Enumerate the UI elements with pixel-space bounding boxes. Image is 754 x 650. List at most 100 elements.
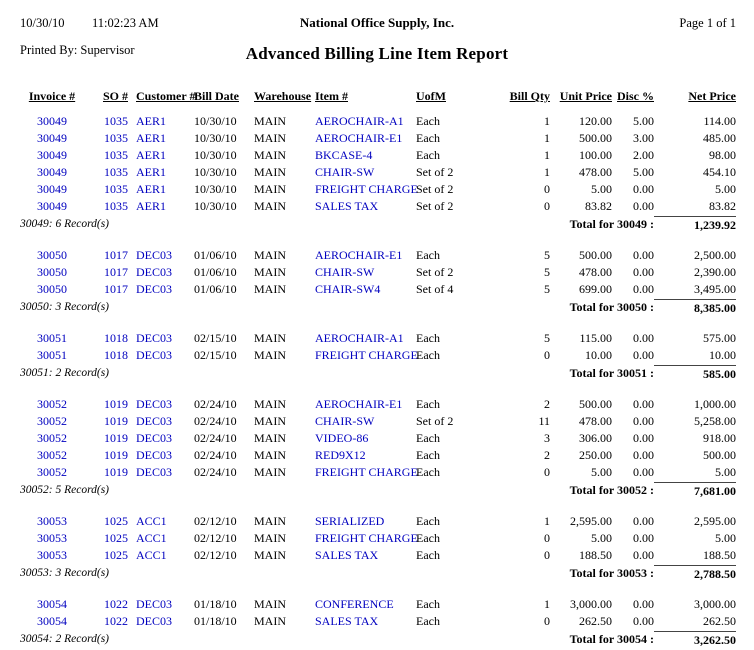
cell-customer-number: DEC03 — [136, 265, 172, 279]
cell-invoice-number: 30050 — [37, 265, 67, 279]
cell-net-price: 262.50 — [703, 614, 736, 628]
cell-invoice-number: 30053 — [37, 514, 67, 528]
cell-customer-number: DEC03 — [136, 597, 172, 611]
cell-warehouse: MAIN — [254, 182, 286, 196]
group-total-label: Total for 30049 : — [569, 217, 654, 231]
cell-net-price: 575.00 — [703, 331, 736, 345]
cell-invoice-number: 30052 — [37, 448, 67, 462]
cell-so-number: 1025 — [104, 514, 128, 528]
cell-uofm: Set of 4 — [416, 282, 454, 296]
invoice-group: 30054 1022 DEC03 01/18/10 MAIN CONFERENCE Each… — [0, 596, 754, 649]
cell-uofm: Each — [416, 131, 440, 145]
cell-so-number: 1035 — [104, 148, 128, 162]
cell-disc-percent: 0.00 — [633, 431, 654, 445]
cell-invoice-number: 30054 — [37, 597, 67, 611]
cell-unit-price: 5.00 — [591, 531, 612, 545]
cell-disc-percent: 0.00 — [633, 199, 654, 213]
cell-warehouse: MAIN — [254, 165, 286, 179]
report-subheader: Printed By: Supervisor Advanced Billing … — [0, 34, 754, 72]
column-header-so-number: SO # — [102, 89, 128, 103]
group-footer-row: 30051: 2 Record(s) Total for 30051 :585.0… — [0, 365, 754, 383]
cell-customer-number: DEC03 — [136, 414, 172, 428]
cell-bill-qty: 1 — [544, 114, 550, 128]
cell-bill-qty: 11 — [538, 414, 550, 428]
cell-item-number: AEROCHAIR-E1 — [315, 397, 403, 411]
cell-bill-qty: 0 — [544, 182, 550, 196]
group-footer-row: 30049: 6 Record(s) Total for 30049 :1,239… — [0, 216, 754, 234]
cell-bill-qty: 2 — [544, 448, 550, 462]
cell-warehouse: MAIN — [254, 548, 286, 562]
column-header-customer-number: Customer # — [136, 89, 196, 103]
cell-uofm: Each — [416, 348, 440, 362]
cell-customer-number: DEC03 — [136, 248, 172, 262]
cell-warehouse: MAIN — [254, 248, 286, 262]
cell-disc-percent: 0.00 — [633, 348, 654, 362]
cell-disc-percent: 0.00 — [633, 414, 654, 428]
cell-invoice-number: 30049 — [37, 114, 67, 128]
cell-disc-percent: 0.00 — [633, 514, 654, 528]
line-item-row: 30050 1017 DEC03 01/06/10 MAIN AEROCHAIR-E1 Ea… — [0, 247, 754, 264]
group-record-count: 30049: 6 Record(s) — [20, 218, 109, 230]
cell-invoice-number: 30049 — [37, 148, 67, 162]
cell-uofm: Set of 2 — [416, 199, 454, 213]
line-item-row: 30053 1025 ACC1 02/12/10 MAIN SERIALIZED Each 1… — [0, 513, 754, 530]
group-record-count: 30052: 5 Record(s) — [20, 484, 109, 496]
cell-disc-percent: 0.00 — [633, 282, 654, 296]
cell-customer-number: DEC03 — [136, 465, 172, 479]
cell-unit-price: 262.50 — [579, 614, 612, 628]
cell-item-number: AEROCHAIR-E1 — [315, 131, 403, 145]
cell-unit-price: 2,595.00 — [570, 514, 612, 528]
cell-customer-number: ACC1 — [136, 548, 167, 562]
cell-uofm: Each — [416, 431, 440, 445]
cell-bill-qty: 0 — [544, 348, 550, 362]
line-item-row: 30050 1017 DEC03 01/06/10 MAIN CHAIR-SW4 Set o… — [0, 281, 754, 298]
cell-bill-date: 10/30/10 — [194, 131, 237, 145]
group-record-count: 30054: 2 Record(s) — [20, 633, 109, 645]
cell-invoice-number: 30051 — [37, 348, 67, 362]
column-header-disc-percent: Disc % — [617, 89, 654, 103]
cell-bill-qty: 3 — [544, 431, 550, 445]
cell-bill-date: 10/30/10 — [194, 114, 237, 128]
cell-bill-date: 02/24/10 — [194, 448, 237, 462]
group-footer-row: 30053: 3 Record(s) Total for 30053 :2,788… — [0, 565, 754, 583]
cell-uofm: Set of 2 — [416, 265, 454, 279]
cell-so-number: 1025 — [104, 548, 128, 562]
cell-invoice-number: 30052 — [37, 465, 67, 479]
cell-unit-price: 306.00 — [579, 431, 612, 445]
cell-so-number: 1018 — [104, 348, 128, 362]
line-item-row: 30051 1018 DEC03 02/15/10 MAIN AEROCHAIR-A1 Ea… — [0, 330, 754, 347]
company-name: National Office Supply, Inc. — [299, 15, 455, 30]
cell-bill-date: 01/06/10 — [194, 265, 237, 279]
cell-warehouse: MAIN — [254, 614, 286, 628]
report-title: Advanced Billing Line Item Report — [245, 44, 509, 63]
line-item-row: 30053 1025 ACC1 02/12/10 MAIN SALES TAX Each 0 1… — [0, 547, 754, 564]
cell-so-number: 1019 — [104, 448, 128, 462]
cell-customer-number: AER1 — [136, 131, 166, 145]
cell-so-number: 1025 — [104, 531, 128, 545]
cell-disc-percent: 2.00 — [633, 148, 654, 162]
report-date: 10/30/10 — [20, 16, 65, 30]
invoice-group: 30050 1017 DEC03 01/06/10 MAIN AEROCHAIR-E1 Ea… — [0, 247, 754, 317]
cell-bill-date: 02/24/10 — [194, 414, 237, 428]
line-item-row: 30052 1019 DEC03 02/24/10 MAIN CHAIR-SW Set of… — [0, 413, 754, 430]
cell-uofm: Each — [416, 465, 440, 479]
cell-warehouse: MAIN — [254, 465, 286, 479]
cell-warehouse: MAIN — [254, 448, 286, 462]
cell-uofm: Set of 2 — [416, 182, 454, 196]
cell-disc-percent: 3.00 — [633, 131, 654, 145]
cell-bill-qty: 0 — [544, 548, 550, 562]
line-item-row: 30049 1035 AER1 10/30/10 MAIN AEROCHAIR-A1 Eac… — [0, 113, 754, 130]
cell-item-number: FREIGHT CHARGE — [315, 182, 418, 196]
cell-customer-number: DEC03 — [136, 397, 172, 411]
line-item-row: 30052 1019 DEC03 02/24/10 MAIN AEROCHAIR-E1 Ea… — [0, 396, 754, 413]
cell-bill-date: 02/24/10 — [194, 431, 237, 445]
group-total-label: Total for 30052 : — [569, 483, 654, 497]
cell-disc-percent: 0.00 — [633, 548, 654, 562]
cell-unit-price: 500.00 — [579, 131, 612, 145]
line-item-row: 30052 1019 DEC03 02/24/10 MAIN VIDEO-86 Each 3 3… — [0, 430, 754, 447]
cell-net-price: 1,000.00 — [694, 397, 736, 411]
cell-warehouse: MAIN — [254, 148, 286, 162]
cell-uofm: Each — [416, 531, 440, 545]
invoice-group: 30053 1025 ACC1 02/12/10 MAIN SERIALIZED Each 1… — [0, 513, 754, 583]
cell-unit-price: 250.00 — [579, 448, 612, 462]
